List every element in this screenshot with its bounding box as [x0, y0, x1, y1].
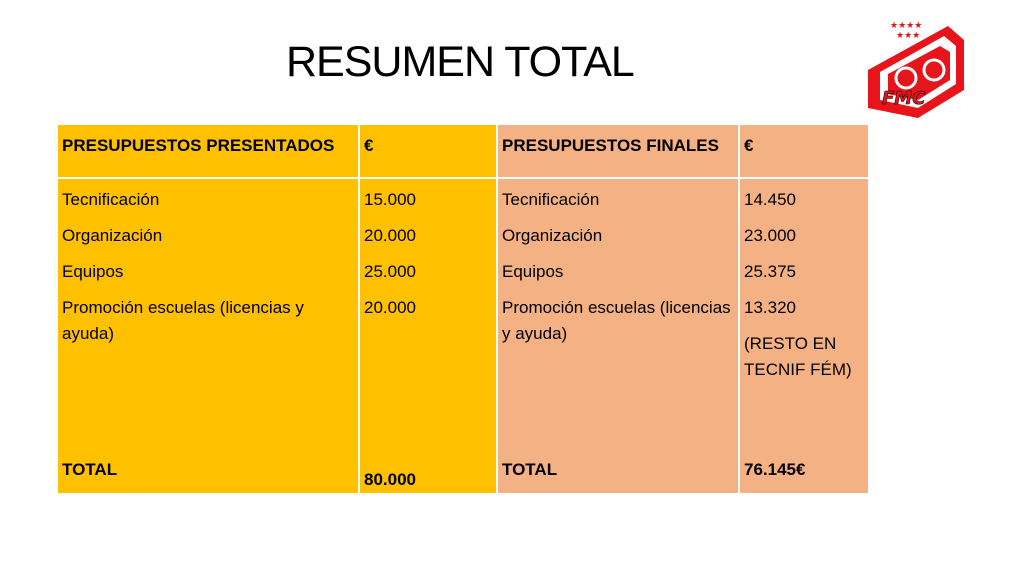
- svg-text:★★★: ★★★: [896, 31, 920, 41]
- list-item: Equipos: [502, 262, 564, 281]
- header-euro-presented: €: [360, 125, 496, 177]
- list-item: Tecnificación: [502, 190, 600, 209]
- logo-text: FMC: [882, 88, 926, 109]
- svg-text:★★★★: ★★★★: [890, 21, 922, 31]
- value: 20.000: [364, 298, 416, 317]
- value: 15.000: [364, 190, 416, 209]
- budget-table: PRESUPUESTOS PRESENTADOS € PRESUPUESTOS …: [58, 125, 868, 493]
- final-total-label: TOTAL: [502, 460, 558, 479]
- header-final: PRESUPUESTOS FINALES: [498, 125, 738, 177]
- final-total-value: 76.145€: [744, 460, 806, 479]
- final-note: (RESTO EN TECNIF FÉM): [744, 334, 852, 379]
- page-title: RESUMEN TOTAL: [286, 38, 635, 86]
- value: 20.000: [364, 226, 416, 245]
- presented-items: Tecnificación Organización Equipos Promo…: [58, 179, 358, 493]
- header-presented: PRESUPUESTOS PRESENTADOS: [58, 125, 358, 177]
- list-item: Equipos: [62, 262, 124, 281]
- value: 25.375: [744, 262, 796, 281]
- value: 23.000: [744, 226, 796, 245]
- value: 13.320: [744, 298, 796, 317]
- presented-values: 15.000 20.000 25.000 20.000 80.000: [360, 179, 496, 493]
- list-item: Organización: [502, 226, 603, 245]
- list-item: Tecnificación: [62, 190, 160, 209]
- value: 25.000: [364, 262, 416, 281]
- fmc-logo-icon: ★★★★ ★★★ FMC: [868, 21, 964, 118]
- header-euro-final: €: [740, 125, 868, 177]
- list-item: Promoción escuelas (licencias y ayuda): [502, 298, 731, 343]
- presented-total-label: TOTAL: [62, 460, 118, 479]
- list-item: Organización: [62, 226, 163, 245]
- presented-total-value: 80.000: [364, 470, 416, 489]
- value: 14.450: [744, 190, 796, 209]
- final-items: Tecnificación Organización Equipos Promo…: [498, 179, 738, 493]
- list-item: Promoción escuelas (licencias y ayuda): [62, 298, 304, 343]
- final-values: 14.450 23.000 25.375 13.320 (RESTO EN TE…: [740, 179, 868, 493]
